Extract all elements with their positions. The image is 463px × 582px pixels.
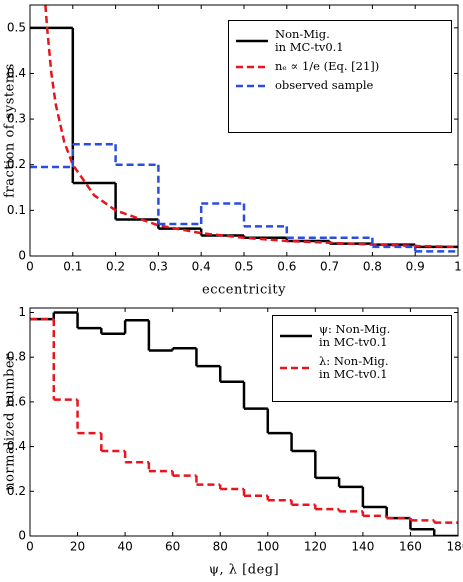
x-tick-label: 0.3 xyxy=(149,260,168,274)
x-tick-label: 0.7 xyxy=(320,260,339,274)
legend-label: Non-Mig. in MC-tv0.1 xyxy=(275,27,344,54)
legend-box: Non-Mig. in MC-tv0.1 nₑ ∝ 1/e (Eq. [21]) o… xyxy=(228,20,452,133)
y-tick-label: 0.4 xyxy=(7,439,26,453)
legend-entry: ψ: Non-Mig. in MC-tv0.1 xyxy=(279,323,445,349)
legend-swatch xyxy=(236,84,268,87)
y-axis-label: normalized number xyxy=(3,353,18,491)
y-tick-label: 0.5 xyxy=(7,20,26,34)
legend-label: ψ: Non-Mig. in MC-tv0.1 xyxy=(319,322,391,349)
legend: Non-Mig. in MC-tv0.1 nₑ ∝ 1/e (Eq. [21]) o… xyxy=(228,20,452,133)
x-tick-label: 80 xyxy=(213,540,228,554)
y-tick-label: 0.3 xyxy=(7,112,26,126)
legend-label: observed sample xyxy=(275,78,374,92)
x-tick-label: 0.5 xyxy=(234,260,253,274)
legend-entry: observed sample xyxy=(235,79,445,92)
legend-swatch xyxy=(236,65,268,68)
y-tick-label: 0.8 xyxy=(7,350,26,364)
x-tick-label: 40 xyxy=(117,540,132,554)
y-tick-label: 0.6 xyxy=(7,394,26,408)
x-tick-label: 0.6 xyxy=(277,260,296,274)
legend-swatch xyxy=(280,334,312,338)
legend-entry: λ: Non-Mig. in MC-tv0.1 xyxy=(279,355,445,381)
legend-entry: Non-Mig. in MC-tv0.1 xyxy=(235,28,445,54)
x-tick-label: 1 xyxy=(454,260,462,274)
x-tick-label: 0.2 xyxy=(106,260,125,274)
plot-area xyxy=(30,311,458,536)
legend-entry: nₑ ∝ 1/e (Eq. [21]) xyxy=(235,60,445,73)
y-tick-label: 0.1 xyxy=(7,203,26,217)
legend: ψ: Non-Mig. in MC-tv0.1 λ: Non-Mig. in MC… xyxy=(272,315,452,402)
plot-area xyxy=(30,5,458,253)
y-tick-label: 1 xyxy=(18,305,26,319)
x-axis-label: eccentricity xyxy=(202,283,286,298)
legend-swatch xyxy=(280,366,312,370)
x-tick-label: 160 xyxy=(399,540,422,554)
legend-swatch xyxy=(236,39,268,43)
x-tick-label: 140 xyxy=(351,540,374,554)
x-tick-label: 180 xyxy=(447,540,463,554)
y-tick-label: 0.2 xyxy=(7,484,26,498)
y-tick-label: 0 xyxy=(18,249,26,263)
legend-label: nₑ ∝ 1/e (Eq. [21]) xyxy=(275,59,380,73)
legend-label: λ: Non-Mig. in MC-tv0.1 xyxy=(319,354,389,381)
y-tick-label: 0.2 xyxy=(7,157,26,171)
x-tick-label: 0.8 xyxy=(363,260,382,274)
plot-frame xyxy=(29,307,459,537)
x-tick-label: 20 xyxy=(70,540,85,554)
x-tick-label: 100 xyxy=(256,540,279,554)
x-tick-label: 0.1 xyxy=(63,260,82,274)
curve xyxy=(44,5,458,249)
x-tick-label: 120 xyxy=(304,540,327,554)
plot-frame xyxy=(29,4,459,257)
y-axis-label: fraction of systems xyxy=(3,63,18,198)
y-tick-label: 0.4 xyxy=(7,66,26,80)
x-tick-label: 60 xyxy=(165,540,180,554)
y-tick-label: 0 xyxy=(18,529,26,543)
x-tick-label: 0.9 xyxy=(406,260,425,274)
x-tick-label: 0 xyxy=(26,540,34,554)
x-tick-label: 0 xyxy=(26,260,34,274)
x-axis-label: ψ, λ [deg] xyxy=(209,563,279,578)
legend-box: ψ: Non-Mig. in MC-tv0.1 λ: Non-Mig. in MC… xyxy=(272,315,452,402)
x-tick-label: 0.4 xyxy=(192,260,211,274)
